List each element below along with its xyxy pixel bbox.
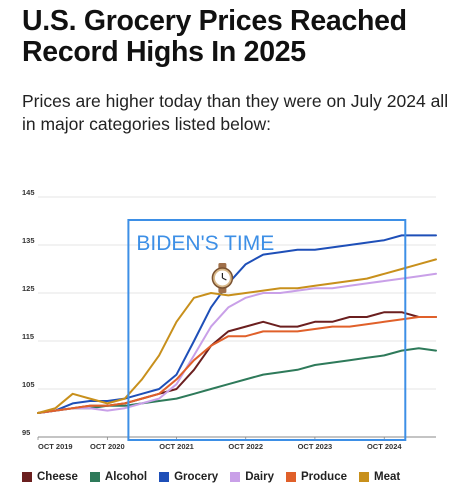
series-line-grocery xyxy=(37,234,437,414)
series-line-meat xyxy=(37,258,437,414)
x-tick-label: OCT 2021 xyxy=(159,442,194,451)
legend: Cheese Alcohol Grocery Dairy Produce Meat xyxy=(22,467,452,487)
x-tick-label: OCT 2023 xyxy=(298,442,333,451)
legend-label: Cheese xyxy=(37,471,78,483)
legend-label: Meat xyxy=(374,471,401,483)
chart-title: U.S. Grocery Prices Reached Record Highs… xyxy=(22,5,407,68)
x-tick-label: OCT 2019 xyxy=(38,442,73,451)
y-tick-label: 125 xyxy=(22,284,35,293)
legend-item-alcohol: Alcohol xyxy=(89,471,148,483)
legend-label: Dairy xyxy=(245,471,274,483)
legend-label: Produce xyxy=(300,471,347,483)
legend-label: Grocery xyxy=(174,471,219,483)
legend-swatch xyxy=(22,472,32,482)
series-line-alcohol xyxy=(37,347,437,414)
legend-swatch xyxy=(230,472,241,482)
legend-swatch xyxy=(359,472,369,482)
legend-swatch xyxy=(159,472,170,482)
series-lines xyxy=(37,234,437,414)
annotation-box xyxy=(127,219,407,441)
legend-swatch xyxy=(285,472,296,482)
annotation-label: BIDEN'S TIME xyxy=(136,232,274,255)
x-tick-label: OCT 2022 xyxy=(228,442,263,451)
legend-item-meat: Meat xyxy=(359,471,400,483)
x-tick-label: OCT 2020 xyxy=(90,442,125,451)
annotation: BIDEN'S TIME xyxy=(127,219,407,441)
series-line-dairy xyxy=(37,272,437,414)
y-tick-label: 105 xyxy=(22,380,35,389)
watch-icon xyxy=(211,263,234,293)
chart-subtitle: Prices are higher today than they were o… xyxy=(22,91,449,134)
axis-ticks: 95 105 115 125 135 145 OCT 2019 OCT 2020 OCT 202… xyxy=(22,188,402,451)
legend-item-dairy: Dairy xyxy=(230,471,274,483)
y-tick-label: 135 xyxy=(22,236,35,245)
legend-item-cheese: Cheese xyxy=(22,471,78,483)
x-tick-label: OCT 2024 xyxy=(367,442,402,451)
legend-label: Alcohol xyxy=(104,471,148,483)
legend-item-produce: Produce xyxy=(285,471,347,483)
y-tick-label: 95 xyxy=(22,428,30,437)
gridlines xyxy=(38,196,436,438)
legend-swatch xyxy=(89,472,100,482)
line-chart: 95 105 115 125 135 145 OCT 2019 OCT 2020 OCT 202… xyxy=(22,188,437,451)
series-line-cheese xyxy=(37,311,437,414)
y-tick-label: 115 xyxy=(22,332,34,341)
legend-item-grocery: Grocery xyxy=(159,471,218,483)
y-tick-label: 145 xyxy=(22,188,35,197)
series-line-produce xyxy=(37,316,437,414)
